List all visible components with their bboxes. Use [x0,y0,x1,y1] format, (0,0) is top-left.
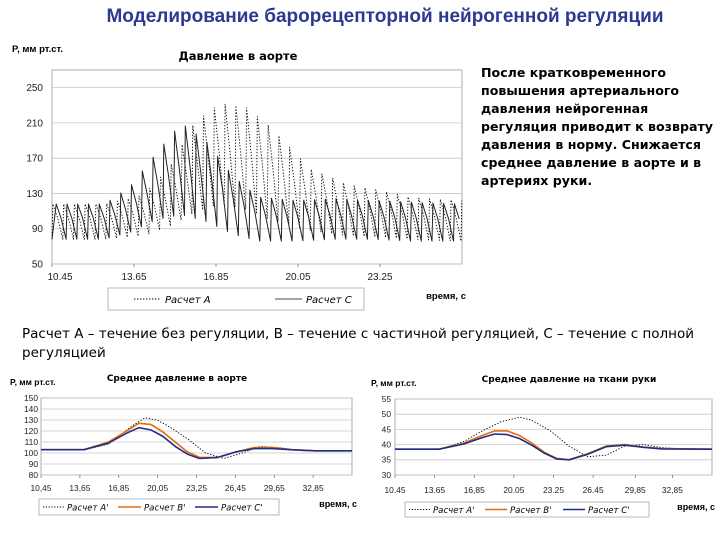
grid [40,397,353,478]
x-tick-label: 23.25 [367,272,392,283]
series-line-c [41,426,352,460]
legend: Расчет А' Расчет В' Расчет С' [38,498,280,516]
slide-title: Моделирование барорецепторной нейрогенно… [106,6,664,27]
y-tick-label: 130 [24,415,38,425]
legend: Расчет А' Расчет В' Расчет С' [404,501,650,518]
y-tick-label: 170 [26,154,43,165]
series-lines [395,416,713,461]
y-tick-label: 80 [29,470,39,480]
x-axis-label: время, с [677,502,715,512]
series-line-c [51,125,460,242]
legend-label-c: Расчет C [306,295,352,306]
legend-label-a: Расчет А' [67,504,109,514]
y-ticks: 30 35 40 45 50 55 [382,394,392,480]
legend-box [107,287,365,311]
chart-background [369,369,717,519]
y-tick-label: 90 [32,224,44,235]
series-lines [51,103,463,242]
y-tick-label: 55 [382,394,392,404]
y-tick-label: 130 [26,189,43,200]
y-tick-label: 150 [24,393,38,403]
series-line-c [395,433,713,461]
x-ticks: 10,45 13,65 16,85 20,05 23,25 26,45 29,65 32,85 [31,483,324,493]
x-tick-label: 32,85 [662,485,683,495]
y-tick-label: 140 [24,404,38,414]
legend-caption: Расчет А – течение без регуляции, В – те… [22,326,695,361]
series-lines [41,417,352,460]
x-ticks: 10.45 13.65 16.85 20.05 23.25 [47,272,392,283]
x-tick-label: 23,25 [186,483,207,493]
y-tick-label: 45 [382,424,392,434]
legend-label-a: Расчет А' [433,506,475,516]
y-axis-label: P, мм рт.ст. [10,377,56,387]
y-tick-label: 110 [25,437,39,447]
x-axis-label: время, с [426,291,466,302]
y-axis-label: P, мм рт.ст. [12,44,63,55]
grid [394,398,713,478]
x-tick-label: 16,85 [108,483,129,493]
x-tick-label: 26,45 [225,483,246,493]
series-line-a [51,103,463,242]
aortic-pressure-chart: P, мм рт.ст. Давление в аорте 50 90 130 170… [10,40,468,313]
chart-background [10,40,468,313]
y-tick-label: 120 [24,426,38,436]
chart-background [9,369,359,519]
x-tick-label: 29,65 [264,483,285,493]
y-tick-label: 100 [24,448,38,458]
legend: Расчет A Расчет C [107,287,365,311]
y-tick-label: 250 [26,83,43,94]
x-tick-label: 26.45 [583,485,604,495]
chart-title: Среднее давление в аорте [107,374,247,384]
x-tick-label: 20.05 [503,485,524,495]
y-tick-label: 50 [382,409,392,419]
explanation-text: После кратковременного повышения артериа… [481,65,713,188]
x-tick-label: 29,85 [625,485,646,495]
x-tick-label: 16,85 [464,485,485,495]
series-line-a [395,416,712,458]
chart-title: Среднее давление на ткани руки [482,375,657,385]
x-tick-label: 20.05 [285,272,310,283]
x-tick-label: 10.45 [385,485,406,495]
x-tick-label: 23.25 [543,485,564,495]
x-axis-label: время, с [319,499,357,509]
x-tick-label: 20,05 [147,483,168,493]
x-tick-label: 10.45 [47,272,72,283]
legend-label-b: Расчет В' [144,504,186,514]
x-tick-label: 10,45 [31,483,52,493]
chart-title: Давление в аорте [179,49,298,63]
mean-arm-tissue-pressure-chart: P, мм рт.ст. Среднее давление на ткани р… [369,369,717,519]
legend-box [404,501,650,518]
y-axis-label: P, мм рт.ст. [371,378,417,388]
y-ticks: 50 90 130 170 210 250 [26,83,43,270]
legend-label-c: Расчет С' [221,504,263,514]
y-tick-label: 50 [32,260,44,271]
y-tick-label: 90 [29,459,39,469]
x-tick-label: 16.85 [203,272,228,283]
mean-aortic-pressure-chart: P, мм рт.ст. Среднее давление в аорте 80… [9,369,359,519]
y-tick-label: 30 [382,470,392,480]
x-tick-label: 32,85 [303,483,324,493]
x-ticks: 10.45 13.65 16,85 20.05 23.25 26.45 29,85 32,85 [385,485,684,495]
y-tick-label: 35 [382,455,392,465]
legend-label-c: Расчет С' [588,506,630,516]
legend-label-b: Расчет В' [510,506,552,516]
x-tick-label: 13.65 [424,485,445,495]
x-tick-label: 13,65 [69,483,90,493]
legend-label-a: Расчет A [165,295,211,306]
x-tick-label: 13.65 [121,272,146,283]
legend-box [38,498,280,516]
y-tick-label: 210 [26,118,43,129]
y-tick-label: 40 [382,440,392,450]
